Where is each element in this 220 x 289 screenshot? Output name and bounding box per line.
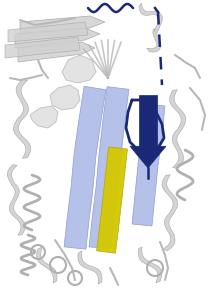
- Polygon shape: [130, 146, 166, 168]
- Polygon shape: [5, 37, 80, 58]
- Polygon shape: [18, 42, 95, 62]
- Polygon shape: [89, 87, 129, 249]
- Polygon shape: [139, 95, 157, 146]
- Polygon shape: [37, 247, 57, 283]
- Polygon shape: [170, 90, 186, 168]
- Polygon shape: [62, 55, 96, 83]
- Polygon shape: [7, 165, 25, 235]
- Polygon shape: [15, 28, 100, 48]
- Polygon shape: [132, 104, 165, 226]
- Polygon shape: [8, 22, 88, 42]
- Polygon shape: [78, 251, 102, 284]
- Polygon shape: [139, 3, 163, 52]
- Polygon shape: [30, 106, 58, 128]
- Polygon shape: [97, 147, 127, 253]
- Polygon shape: [50, 85, 80, 110]
- Polygon shape: [20, 16, 105, 35]
- Polygon shape: [162, 175, 178, 251]
- Polygon shape: [138, 247, 162, 283]
- Polygon shape: [64, 86, 106, 249]
- Polygon shape: [13, 80, 31, 158]
